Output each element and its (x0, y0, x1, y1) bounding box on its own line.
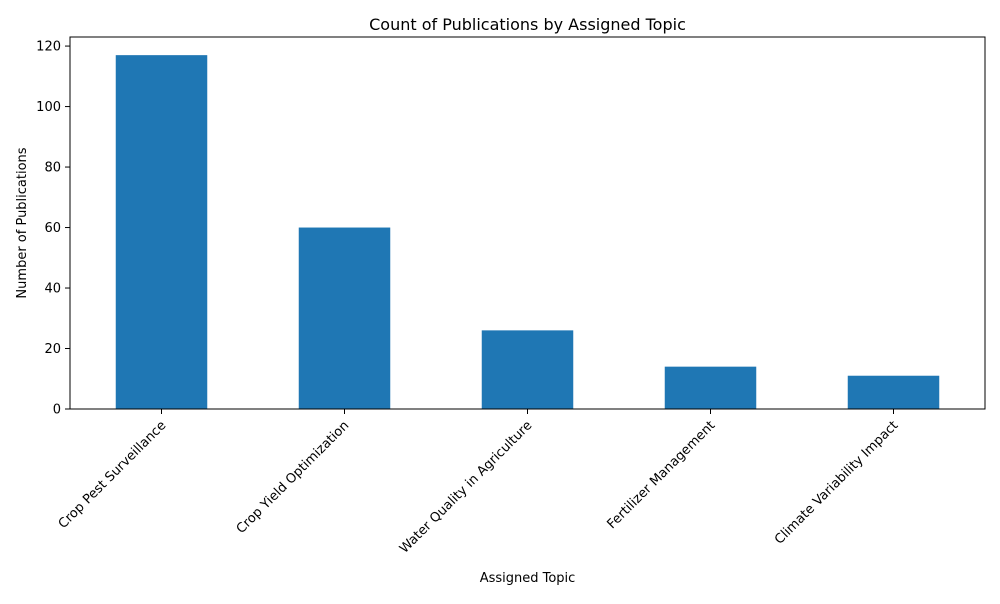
x-tick-label: Crop Yield Optimization (234, 418, 353, 537)
bar-5 (847, 375, 940, 409)
y-axis-label: Number of Publications (15, 147, 30, 298)
bar-4 (664, 366, 757, 409)
y-tick-label: 120 (36, 40, 61, 55)
x-tick-label: Water Quality in Agriculture (397, 418, 535, 556)
y-tick-label: 80 (44, 161, 61, 176)
x-tick-label: Fertilizer Management (604, 418, 718, 532)
x-tick-label: Crop Pest Surveillance (56, 418, 170, 532)
bar-1 (115, 55, 208, 410)
y-tick-label: 0 (53, 403, 61, 418)
bar-2 (298, 227, 391, 409)
chart-title: Count of Publications by Assigned Topic (369, 15, 686, 34)
y-tick-label: 20 (44, 342, 61, 357)
y-tick-label: 100 (36, 100, 61, 115)
plot-area: 0 20 40 60 80 100 120 Crop Pest Surveillance Cro… (36, 40, 940, 557)
bar-3 (481, 330, 574, 409)
y-tick-label: 60 (44, 221, 61, 236)
x-axis-label: Assigned Topic (480, 571, 576, 586)
y-tick-label: 40 (44, 282, 61, 297)
plot-frame (69, 36, 986, 410)
x-tick-label: Climate Variability Impact (772, 418, 901, 547)
